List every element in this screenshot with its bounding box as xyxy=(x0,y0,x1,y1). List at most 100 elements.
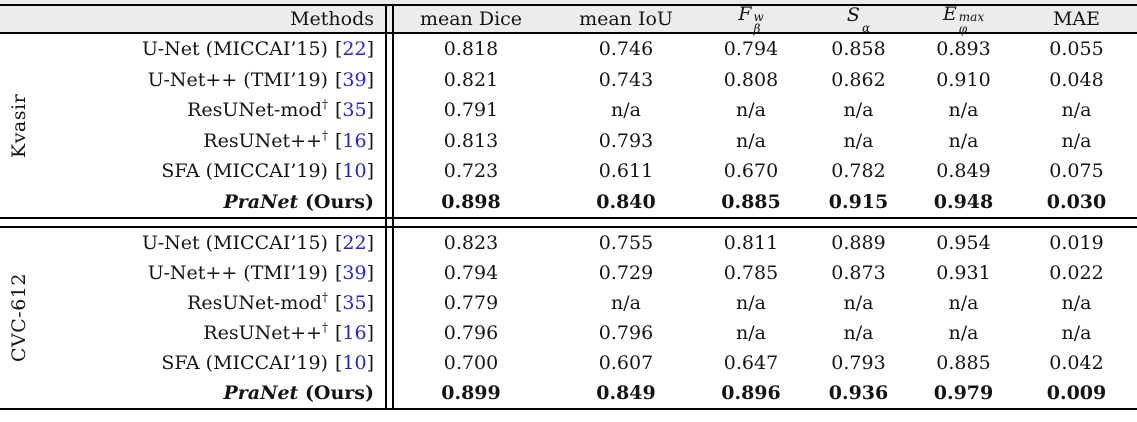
table-top-rule xyxy=(0,4,1137,6)
metric-value-mean-dice: 0.898 xyxy=(441,190,501,213)
math-subscript: α xyxy=(861,21,871,36)
citation-open-bracket: [ xyxy=(334,352,343,374)
metric-value-e-phi-max: 0.948 xyxy=(933,190,994,213)
column-header-mae: MAE xyxy=(1016,8,1137,30)
metric-value-s-alpha: 0.862 xyxy=(831,68,886,91)
method-name: U-Net (MICCAI’15) xyxy=(142,38,328,61)
math-symbol-base: E xyxy=(942,3,957,25)
citation-open-bracket: [ xyxy=(334,68,343,91)
citation-close-bracket: ] xyxy=(366,352,374,374)
metric-value-f-beta-w: n/a xyxy=(736,129,766,152)
method-name-italic: PraNet xyxy=(223,190,299,213)
metric-value-s-alpha: n/a xyxy=(843,129,874,152)
metric-value-e-phi-max: 0.885 xyxy=(936,352,991,374)
citation: [22] xyxy=(335,38,374,60)
metric-value-mean-iou: 0.840 xyxy=(596,190,656,213)
metric-value-s-alpha: 0.793 xyxy=(831,352,886,374)
citation-open-bracket: [ xyxy=(334,129,343,152)
citation: [10] xyxy=(335,160,374,182)
column-header-label: mean IoU xyxy=(579,7,673,30)
vertical-double-rule-left xyxy=(385,4,387,410)
metric-value-mean-iou: 0.743 xyxy=(598,68,654,91)
citation-close-bracket: ] xyxy=(366,99,374,122)
metric-value-e-phi-max: 0.910 xyxy=(936,68,991,91)
metric-value-e-phi-max: n/a xyxy=(948,292,979,314)
dagger-mark: † xyxy=(321,320,328,335)
citation: [35] xyxy=(335,292,374,314)
dagger-mark: † xyxy=(321,97,328,112)
method-name: U-Net (MICCAI’15) xyxy=(142,232,328,254)
metric-value-s-alpha: 0.782 xyxy=(831,160,886,183)
citation-close-bracket: ] xyxy=(366,68,374,91)
metric-value-mean-dice: 0.899 xyxy=(441,382,501,404)
metric-value-s-alpha: n/a xyxy=(843,292,874,314)
metric-value-f-beta-w: 0.785 xyxy=(723,262,779,284)
citation-open-bracket: [ xyxy=(334,322,343,344)
citation-link[interactable]: 16 xyxy=(342,129,367,152)
method-name: U-Net++ (TMI’19) xyxy=(147,262,328,284)
table-row: U-Net++ (TMI’19) [39] 0.821 0.743 0.808 0… xyxy=(0,65,1137,96)
method-cell: ResUNet-mod† [35] xyxy=(0,292,386,314)
citation-link[interactable]: 35 xyxy=(342,292,367,314)
method-cell: U-Net++ (TMI’19) [39] xyxy=(0,69,386,91)
metric-value-f-beta-w: 0.885 xyxy=(721,190,781,213)
metric-value-mean-dice: 0.821 xyxy=(443,68,499,91)
math-symbol-base: S xyxy=(846,4,860,27)
citation-link[interactable]: 22 xyxy=(342,38,367,61)
method-name: ResUNet++ xyxy=(203,129,322,152)
citation: [35] xyxy=(335,99,374,121)
method-cell: ResUNet++† [16] xyxy=(0,322,386,344)
metric-value-e-phi-max: 0.954 xyxy=(936,232,991,254)
citation-link[interactable]: 35 xyxy=(342,99,367,122)
citation-link[interactable]: 39 xyxy=(342,262,367,284)
metric-value-e-phi-max: 0.893 xyxy=(936,38,991,61)
metric-value-mean-iou: 0.607 xyxy=(598,352,654,374)
metric-value-mae: n/a xyxy=(1061,129,1092,152)
method-name: SFA (MICCAI’19) xyxy=(161,160,328,183)
metric-value-mean-iou: 0.611 xyxy=(598,160,654,183)
metric-value-e-phi-max: n/a xyxy=(948,129,979,152)
citation-close-bracket: ] xyxy=(366,262,374,284)
metric-value-mae: 0.022 xyxy=(1049,262,1104,284)
math-subscript: β xyxy=(753,22,761,37)
method-name-italic: PraNet xyxy=(223,382,299,404)
section-cvc-612: CVC-612 U-Net (MICCAI’15) [22] 0.823 0.75… xyxy=(0,228,1137,408)
method-cell: U-Net (MICCAI’15) [22] xyxy=(0,38,386,60)
metric-value-mean-iou: n/a xyxy=(611,99,641,122)
metric-value-f-beta-w: n/a xyxy=(736,99,766,122)
section-rows: U-Net (MICCAI’15) [22] 0.818 0.746 0.794 … xyxy=(0,34,1137,217)
method-cell: ResUNet++† [16] xyxy=(0,129,386,152)
table-row: U-Net++ (TMI’19) [39] 0.794 0.729 0.785 0… xyxy=(0,258,1137,288)
citation-link[interactable]: 10 xyxy=(342,160,367,183)
method-name: ResUNet-mod xyxy=(187,99,322,122)
table-row: PraNet (Ours) 0.898 0.840 0.885 0.915 0.… xyxy=(0,187,1137,218)
citation-link[interactable]: 22 xyxy=(342,232,367,254)
citation-open-bracket: [ xyxy=(334,292,343,314)
table-row: ResUNet-mod† [35] 0.779 n/a n/a n/a n/a n… xyxy=(0,288,1137,318)
citation: [10] xyxy=(335,352,374,374)
citation-link[interactable]: 10 xyxy=(342,352,367,374)
method-cell: PraNet (Ours) xyxy=(0,191,386,213)
citation-close-bracket: ] xyxy=(366,232,374,254)
citation-close-bracket: ] xyxy=(366,38,374,61)
table-row: SFA (MICCAI’19) [10] 0.700 0.607 0.647 0.… xyxy=(0,348,1137,378)
method-name: (Ours) xyxy=(298,190,374,213)
metric-value-mean-iou: 0.755 xyxy=(598,232,654,254)
method-name: SFA (MICCAI’19) xyxy=(161,352,328,374)
metric-value-mean-dice: 0.779 xyxy=(443,292,499,314)
citation-link[interactable]: 39 xyxy=(342,68,367,91)
metric-value-e-phi-max: n/a xyxy=(948,99,979,122)
metric-value-mean-iou: 0.849 xyxy=(596,382,656,404)
metric-value-e-phi-max: 0.979 xyxy=(933,382,994,404)
citation: [16] xyxy=(335,322,374,344)
section-divider-rule-lower xyxy=(0,226,1137,228)
metric-value-mean-iou: 0.793 xyxy=(598,129,654,152)
header-bottom-rule xyxy=(0,32,1137,34)
metric-value-mean-iou: 0.729 xyxy=(598,262,654,284)
math-symbol-base: F xyxy=(738,3,752,25)
citation-link[interactable]: 16 xyxy=(342,322,367,344)
